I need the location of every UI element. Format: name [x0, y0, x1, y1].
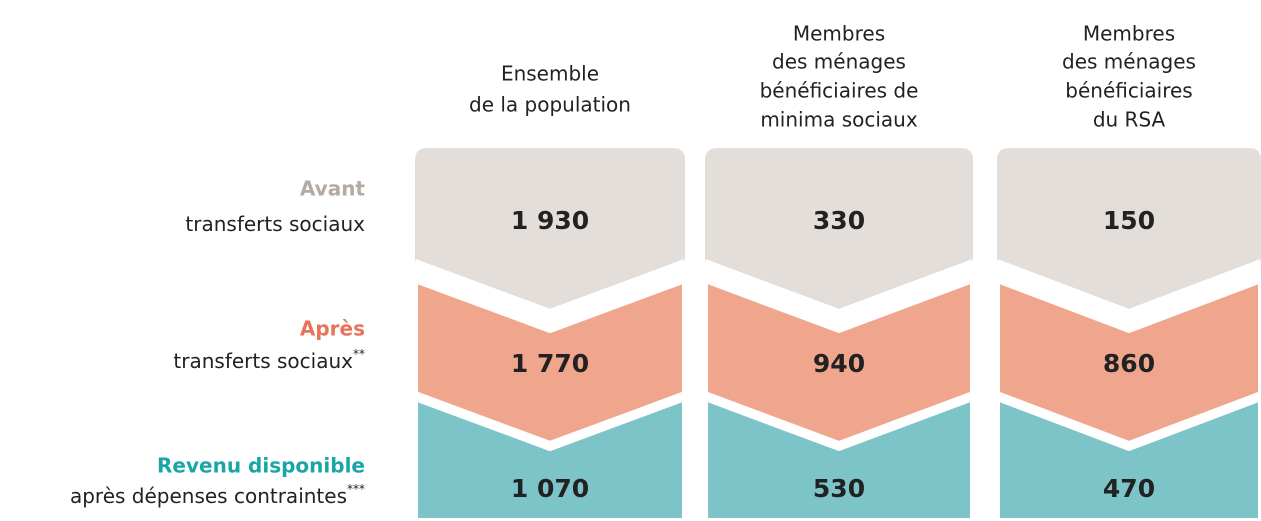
block-before: [997, 148, 1261, 312]
row-subtitle-text: après dépenses contraintes: [70, 484, 347, 508]
row-subtitle: transferts sociaux: [185, 212, 365, 236]
footnote-mark: ***: [347, 482, 365, 496]
cell-value: 1 070: [511, 474, 589, 503]
cell-value: 860: [1103, 349, 1155, 378]
cell-value: 330: [813, 206, 865, 235]
row-subtitle-text: transferts sociaux: [173, 349, 353, 373]
block-after-expenses: [702, 395, 976, 521]
block-after-expenses: [412, 395, 688, 521]
cell-value: 470: [1103, 474, 1155, 503]
block-before: [705, 148, 973, 312]
column-header: des ménages: [772, 50, 906, 74]
row-title: Revenu disponible: [157, 454, 365, 478]
column-header: minima sociaux: [760, 108, 918, 132]
column-header: de la population: [469, 93, 631, 117]
column-header: des ménages: [1062, 50, 1196, 74]
block-before-edge: [703, 259, 975, 315]
cell-value: 530: [813, 474, 865, 503]
row-subtitle: après dépenses contraintes***: [70, 482, 365, 508]
block-after: [702, 277, 976, 447]
column-header: bénéficiaires: [1065, 79, 1192, 103]
row-title: Après: [300, 317, 365, 341]
row-subtitle-text: transferts sociaux: [185, 212, 365, 236]
column-header: Membres: [793, 22, 885, 46]
cell-value: 940: [813, 349, 865, 378]
row-title: Avant: [300, 177, 366, 201]
cell-value: 1 930: [511, 206, 589, 235]
cell-value: 1 770: [511, 349, 589, 378]
cell-value: 150: [1103, 206, 1155, 235]
footnote-mark: **: [353, 347, 365, 361]
block-after: [994, 277, 1261, 447]
column-header: Ensemble: [501, 62, 599, 86]
block-after: [412, 277, 688, 447]
block-before-edge: [413, 259, 687, 315]
column-header: bénéficiaires de: [760, 79, 919, 103]
block-after-expenses: [994, 395, 1261, 521]
block-before-edge: [995, 259, 1261, 315]
column-header: Membres: [1083, 22, 1175, 46]
row-subtitle: transferts sociaux**: [173, 347, 365, 373]
column-header: du RSA: [1093, 108, 1166, 132]
block-before: [415, 148, 685, 312]
